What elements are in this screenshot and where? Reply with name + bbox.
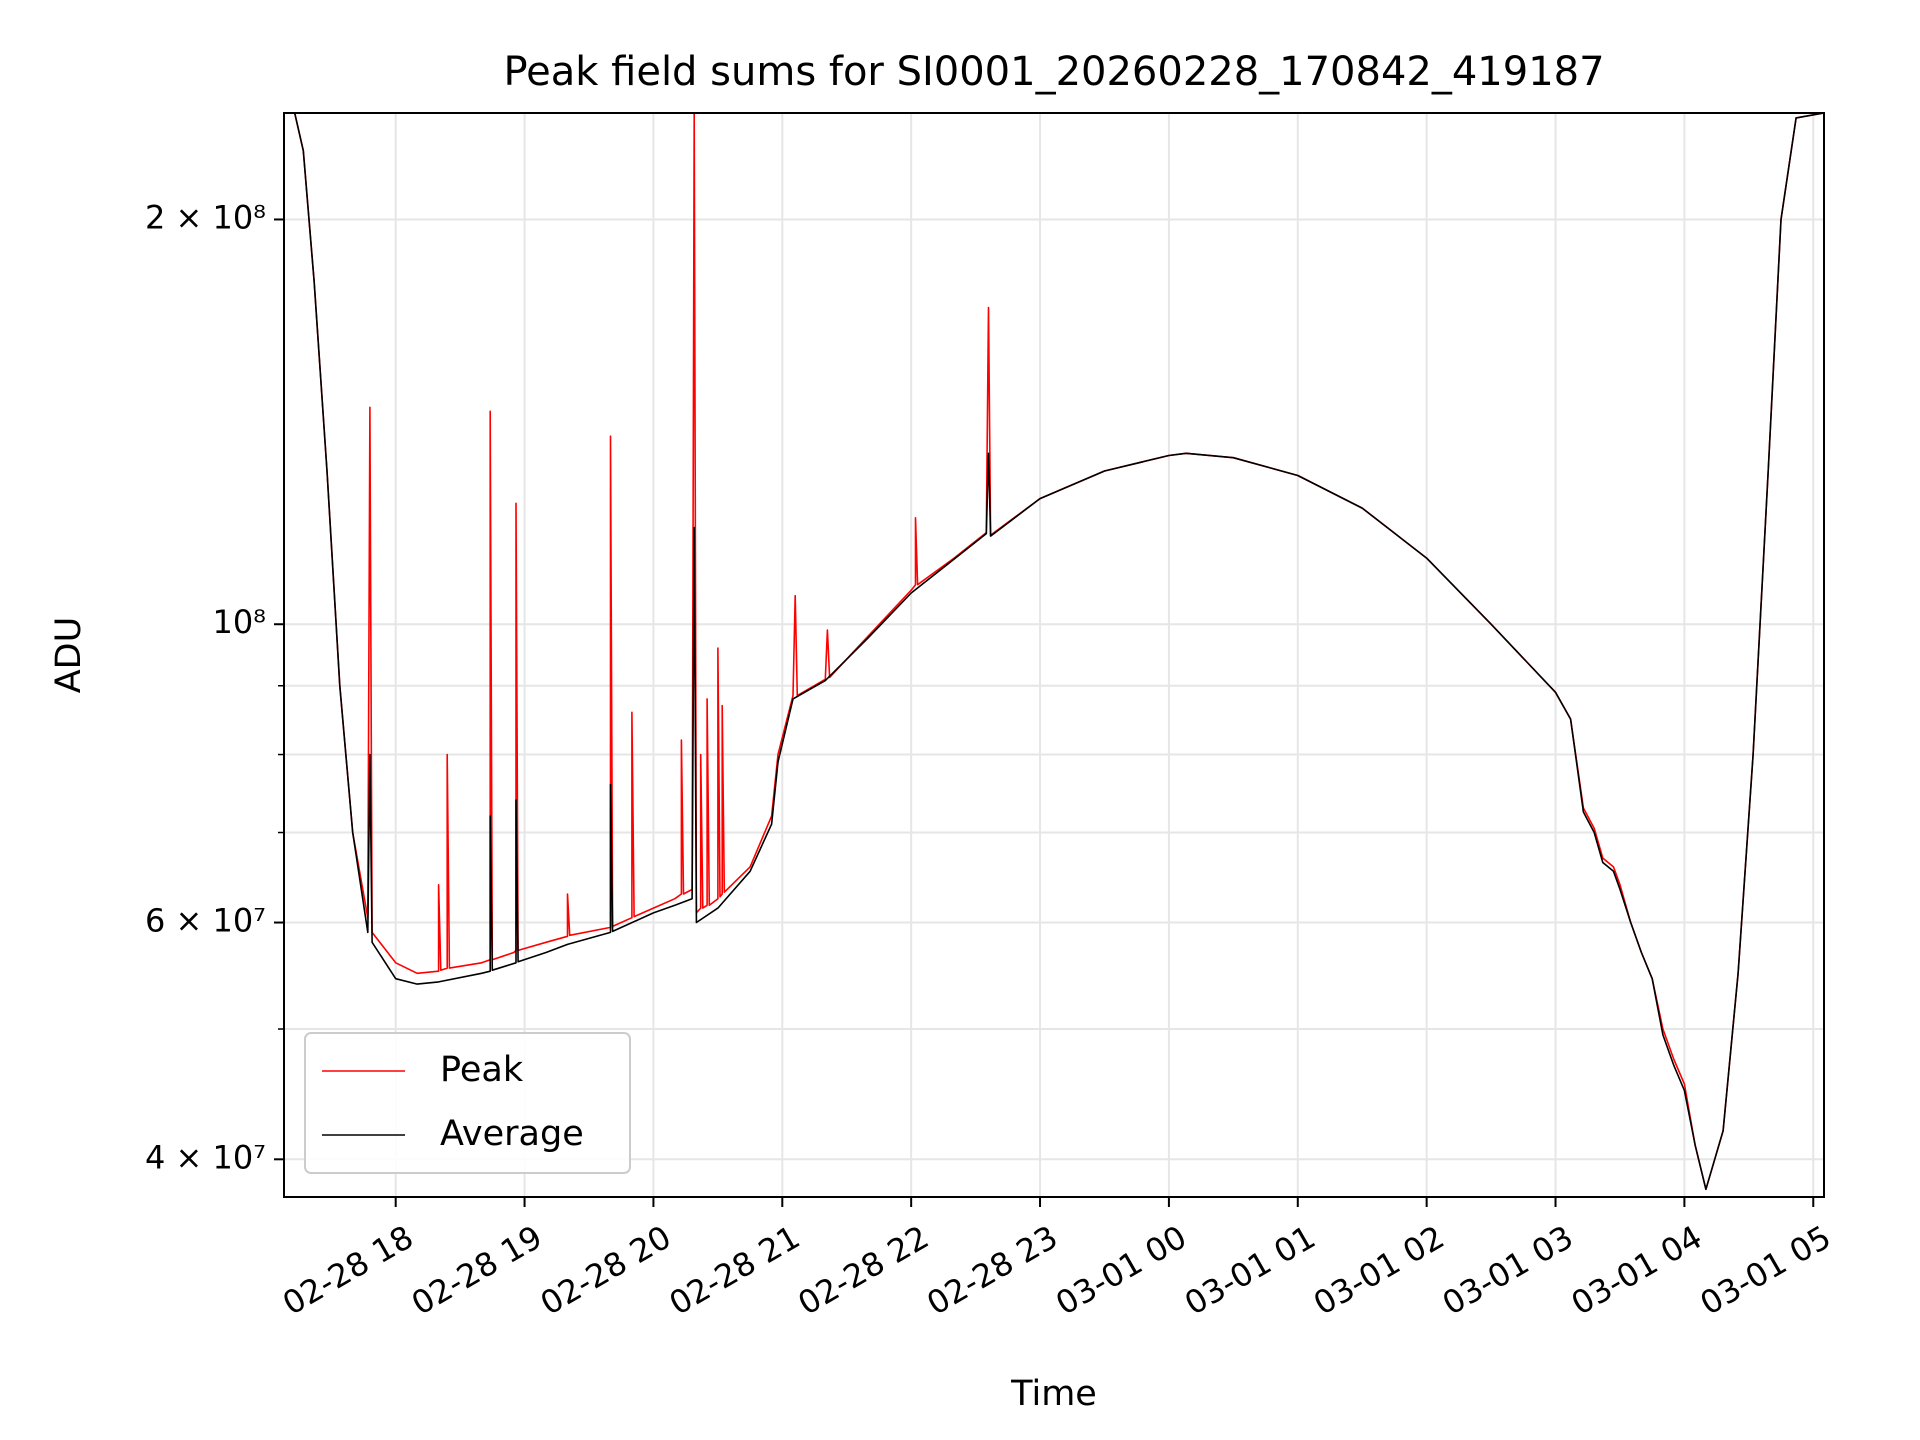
y-axis-label: ADU	[49, 617, 89, 694]
x-tick-label: 02-28 19	[405, 1218, 549, 1323]
x-tick-label: 03-01 04	[1565, 1218, 1709, 1323]
x-tick-label: 02-28 21	[663, 1218, 807, 1323]
series-line-peak	[284, 113, 1824, 1191]
x-tick-label: 03-01 00	[1049, 1218, 1193, 1323]
y-tick-label: 2 × 10⁸	[145, 198, 266, 236]
series-group	[284, 113, 1824, 1191]
legend-box	[304, 1032, 631, 1174]
series-line-average	[284, 113, 1824, 1191]
x-axis-label: Time	[1010, 1374, 1097, 1414]
y-tick-label: 10⁸	[212, 603, 266, 641]
chart-title: Peak field sums for SI0001_20260228_1708…	[503, 49, 1604, 95]
legend-label-average: Average	[440, 1114, 584, 1154]
x-tick-label: 02-28 23	[920, 1218, 1064, 1323]
grid	[284, 113, 1824, 1197]
x-tick-label: 03-01 03	[1436, 1218, 1580, 1323]
x-tick-label: 03-01 05	[1694, 1218, 1838, 1323]
x-tick-label: 03-01 01	[1178, 1218, 1322, 1323]
x-tick-label: 02-28 20	[534, 1218, 678, 1323]
legend: Peak Average	[304, 1032, 631, 1174]
x-tick-label: 03-01 02	[1307, 1218, 1451, 1323]
y-tick-label: 6 × 10⁷	[145, 902, 266, 940]
legend-label-peak: Peak	[440, 1050, 524, 1090]
x-tick-label: 02-28 22	[792, 1218, 936, 1323]
y-tick-label: 4 × 10⁷	[145, 1138, 266, 1176]
plot-frame	[283, 112, 1825, 1198]
x-tick-label: 02-28 18	[276, 1218, 420, 1323]
